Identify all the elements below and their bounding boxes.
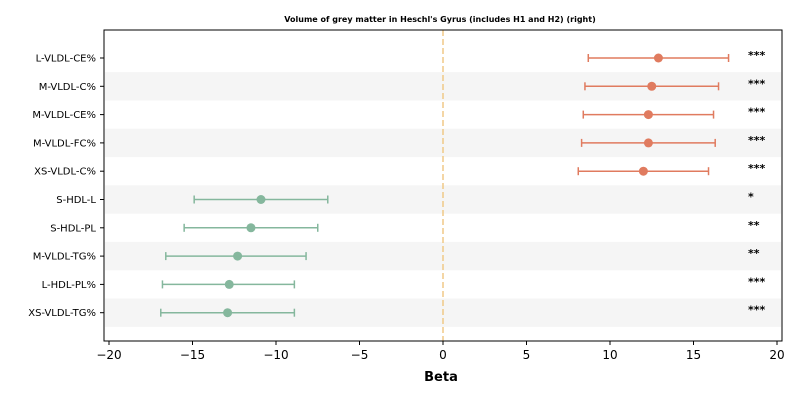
category-label: M-VLDL-TG% bbox=[33, 252, 96, 263]
estimate-group bbox=[582, 110, 715, 120]
x-tick-label: 5 bbox=[523, 348, 531, 362]
x-tick-label: −20 bbox=[96, 348, 121, 362]
point-estimate bbox=[643, 110, 653, 120]
x-tick-label: 20 bbox=[769, 348, 784, 362]
x-tick-label: −5 bbox=[351, 348, 369, 362]
x-tick-label: 15 bbox=[686, 348, 701, 362]
category-label: L-VLDL-CE% bbox=[36, 54, 96, 65]
estimate-group bbox=[161, 279, 296, 289]
point-estimate bbox=[256, 195, 266, 204]
significance-labels: ************************** bbox=[748, 49, 766, 317]
point-estimate bbox=[223, 308, 233, 318]
category-label: M-VLDL-CE% bbox=[32, 110, 96, 121]
category-label: XS-VLDL-TG% bbox=[28, 308, 96, 319]
category-label: L-HDL-PL% bbox=[42, 280, 96, 291]
category-label: S-HDL-PL bbox=[50, 223, 96, 234]
data-points bbox=[160, 53, 730, 318]
category-label: M-VLDL-C% bbox=[39, 82, 96, 93]
point-estimate bbox=[643, 138, 653, 148]
x-tick-label: 10 bbox=[602, 348, 617, 362]
category-labels: L-VLDL-CE% M-VLDL-C% M-VLDL-CE% M-VLDL-FC% X… bbox=[28, 54, 104, 319]
significance-label: *** bbox=[748, 106, 766, 119]
category-label: M-VLDL-FC% bbox=[33, 138, 96, 149]
significance-label: *** bbox=[748, 77, 766, 90]
x-axis-label: Beta bbox=[424, 370, 458, 385]
point-estimate bbox=[653, 53, 663, 63]
significance-label: * bbox=[748, 191, 754, 204]
estimate-group bbox=[587, 53, 730, 63]
estimate-group bbox=[584, 81, 720, 91]
significance-label: *** bbox=[748, 275, 766, 288]
point-estimate bbox=[647, 81, 657, 91]
estimate-group bbox=[165, 251, 307, 261]
point-estimate bbox=[246, 223, 256, 233]
estimate-group bbox=[183, 223, 319, 233]
estimate-group bbox=[160, 308, 296, 318]
estimate-group bbox=[577, 166, 710, 176]
point-estimate bbox=[638, 166, 648, 176]
estimate-group bbox=[580, 138, 716, 148]
significance-label: *** bbox=[748, 49, 766, 62]
significance-label: *** bbox=[748, 304, 766, 317]
chart-title: Volume of grey matter in Heschl's Gyrus … bbox=[284, 15, 595, 24]
significance-label: ** bbox=[748, 219, 760, 232]
estimate-group bbox=[193, 195, 329, 204]
significance-label: ** bbox=[748, 247, 760, 260]
x-tick-label: 0 bbox=[439, 348, 447, 362]
x-tick-label: −10 bbox=[263, 348, 288, 362]
significance-label: *** bbox=[748, 162, 766, 175]
category-label: XS-VLDL-C% bbox=[34, 167, 96, 178]
point-estimate bbox=[233, 251, 243, 261]
x-tick-label: −15 bbox=[180, 348, 205, 362]
point-estimate bbox=[224, 279, 234, 289]
category-label: S-HDL-L bbox=[56, 195, 96, 206]
x-axis: −20 −15 −10 −5 0 5 10 15 20 bbox=[96, 341, 785, 362]
significance-label: *** bbox=[748, 134, 766, 147]
